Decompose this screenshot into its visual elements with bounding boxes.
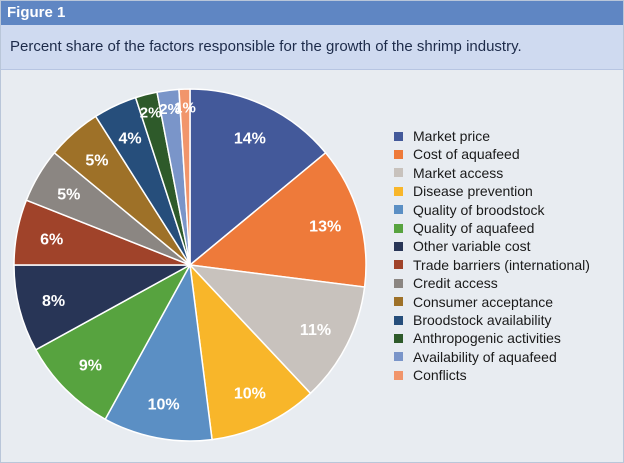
data-label-cost-of-aquafeed: 13% (309, 219, 341, 236)
legend-swatch (394, 223, 403, 233)
pie-slice-market-price (189, 88, 327, 267)
legend-item-broodstock-availability: Broodstock availability (394, 311, 552, 329)
legend-swatch (394, 278, 403, 288)
data-label-trade-barriers-international: 6% (40, 232, 63, 249)
legend-label: Anthropogenic activities (413, 330, 561, 347)
pie-slice-other-variable-cost (13, 264, 191, 351)
data-label-disease-prevention: 10% (234, 385, 266, 402)
legend-item-conflicts: Conflicts (394, 366, 467, 384)
legend-item-disease-prevention: Disease prevention (394, 182, 533, 200)
legend-item-anthropogenic-activities: Anthropogenic activities (394, 329, 561, 347)
title-band: Percent share of the factors responsible… (1, 25, 623, 70)
legend-item-market-access: Market access (394, 164, 503, 182)
pie-slice-disease-prevention (188, 262, 312, 441)
data-label-quality-of-broodstock: 10% (148, 396, 180, 413)
legend-item-other-variable-cost: Other variable cost (394, 237, 531, 255)
data-label-consumer-acceptance: 5% (85, 152, 108, 169)
legend-label: Quality of aquafeed (413, 220, 535, 236)
data-label-anthropogenic-activities: 2% (140, 105, 162, 122)
legend-label: Consumer acceptance (413, 293, 554, 310)
figure-label: Figure 1 (7, 4, 66, 21)
legend-swatch (394, 333, 403, 343)
data-label-other-variable-cost: 8% (42, 293, 65, 310)
legend-label: Market price (413, 128, 491, 144)
legend-swatch (394, 370, 403, 380)
legend-item-availability-of-aquafeed: Availability of aquafeed (394, 348, 557, 366)
pie-slice-market-access (188, 263, 366, 395)
legend-label: Conflicts (413, 367, 467, 384)
legend-item-consumer-acceptance: Consumer acceptance (394, 293, 553, 311)
legend-label: Other variable cost (413, 238, 531, 255)
legend-item-cost-of-aquafeed: Cost of aquafeed (394, 145, 520, 163)
legend-item-trade-barriers-international: Trade barriers (international) (394, 256, 590, 274)
legend-swatch (394, 352, 403, 362)
pie-slice-quality-of-broodstock (104, 262, 213, 442)
legend-swatch (394, 315, 403, 325)
legend-item-credit-access: Credit access (394, 274, 498, 292)
legend-label: Trade barriers (international) (413, 256, 590, 273)
legend-item-market-price: Market price (394, 127, 490, 145)
data-label-market-price: 14% (234, 131, 266, 148)
legend-item-quality-of-aquafeed: Quality of aquafeed (394, 219, 534, 237)
figure-header-bar: Figure 1 (1, 1, 623, 25)
legend-label: Cost of aquafeed (413, 146, 520, 163)
legend-swatch (394, 241, 403, 251)
data-label-quality-of-aquafeed: 9% (79, 358, 102, 375)
pie-slice-conflicts (178, 88, 191, 266)
legend-swatch (394, 168, 403, 178)
legend-swatch (394, 205, 403, 215)
data-label-availability-of-aquafeed: 2% (159, 101, 181, 118)
legend-swatch (394, 186, 403, 196)
legend-swatch (394, 149, 403, 159)
pie-slice-quality-of-aquafeed (34, 263, 192, 421)
legend-label: Market access (413, 164, 504, 181)
legend-swatch (394, 297, 403, 307)
legend-swatch (394, 260, 403, 270)
legend-label: Quality of broodstock (413, 201, 545, 218)
legend-swatch (394, 131, 403, 141)
legend-label: Credit access (413, 275, 498, 292)
data-label-conflicts: 1% (174, 100, 196, 117)
legend-label: Broodstock availability (413, 312, 552, 328)
chart-title: Percent share of the factors responsible… (10, 38, 522, 55)
data-label-credit-access: 5% (57, 186, 80, 203)
pie-slice-cost-of-aquafeed (188, 151, 367, 288)
legend-label: Availability of aquafeed (413, 348, 557, 365)
legend-item-quality-of-broodstock: Quality of broodstock (394, 201, 545, 219)
data-label-broodstock-availability: 4% (119, 131, 142, 148)
legend-label: Disease prevention (413, 183, 533, 200)
data-label-market-access: 11% (300, 322, 331, 339)
